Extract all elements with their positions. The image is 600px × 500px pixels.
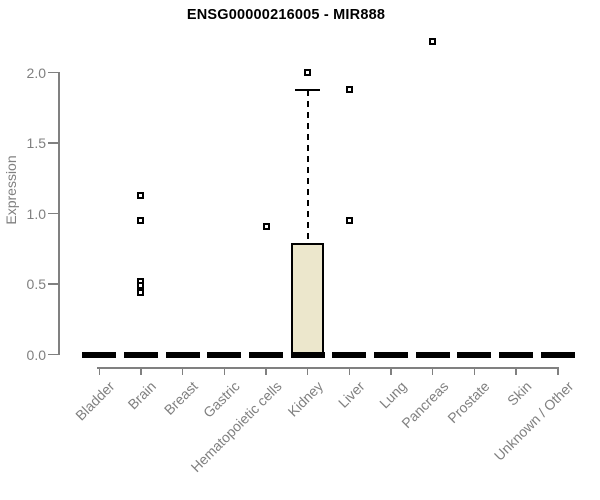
y-tick <box>48 142 58 144</box>
x-tick <box>515 367 517 375</box>
x-tick <box>306 367 309 375</box>
box-median <box>457 352 492 358</box>
y-tick-label: 0.0 <box>26 346 46 363</box>
outlier-point <box>262 222 270 230</box>
x-tick <box>431 367 434 375</box>
box-median <box>540 352 575 358</box>
x-category-label: Kidney <box>284 378 327 420</box>
x-category-label: Lung <box>376 378 410 412</box>
x-tick <box>140 367 142 375</box>
y-tick-label: 1.0 <box>26 205 46 222</box>
outlier-point <box>137 191 145 199</box>
whisker <box>306 89 309 244</box>
outlier-point <box>137 281 145 289</box>
x-category-label: Bladder <box>72 378 118 424</box>
x-tick <box>557 367 559 375</box>
box-median <box>290 352 325 358</box>
x-tick <box>98 367 101 375</box>
x-tick <box>223 367 226 375</box>
outlier-point <box>304 69 312 77</box>
outlier-point <box>345 86 353 94</box>
y-tick <box>48 353 58 356</box>
outlier-point <box>137 289 145 296</box>
outlier-point <box>429 38 437 46</box>
y-tick <box>48 212 58 215</box>
y-tick-label: 1.5 <box>26 135 46 152</box>
y-axis-label: Expression <box>3 155 19 225</box>
outlier-point <box>137 217 145 225</box>
box-median <box>165 352 200 358</box>
whisker-cap <box>295 88 321 92</box>
x-tick <box>348 367 351 375</box>
box-median <box>415 352 450 358</box>
y-tick-label: 2.0 <box>26 64 46 81</box>
x-tick <box>473 367 476 375</box>
box-median <box>82 352 117 358</box>
box-median <box>332 352 367 358</box>
outlier-point <box>345 217 353 225</box>
x-category-label: Brain <box>124 378 160 413</box>
x-category-label: Unknown / Other <box>490 378 577 464</box>
box-median <box>123 352 158 358</box>
chart-title: ENSG00000216005 - MIR888 <box>186 7 386 23</box>
y-tick <box>48 283 58 285</box>
x-tick <box>390 367 392 375</box>
y-tick-label: 0.5 <box>26 276 46 293</box>
box-median <box>374 352 409 358</box>
x-category-label: Breast <box>161 378 201 418</box>
x-category-label: Prostate <box>444 378 493 427</box>
box-median <box>499 352 534 358</box>
box <box>291 243 325 355</box>
x-category-label: Skin <box>503 378 535 409</box>
box-median <box>207 352 242 358</box>
y-tick <box>48 71 58 74</box>
x-axis-line <box>97 367 558 369</box>
box-median <box>249 352 284 358</box>
x-tick <box>265 367 267 375</box>
x-category-label: Liver <box>334 378 368 411</box>
y-axis-line <box>58 72 60 355</box>
x-tick <box>181 367 184 375</box>
